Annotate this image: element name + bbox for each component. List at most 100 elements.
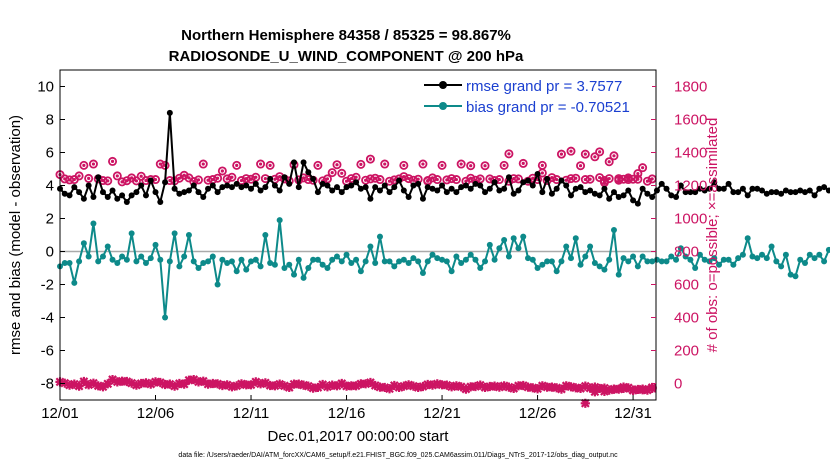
bias-point <box>243 266 250 273</box>
bias-point <box>353 256 360 263</box>
legend-marker-rmse <box>439 81 447 89</box>
bias-point <box>453 253 460 260</box>
rmse-point <box>162 179 169 186</box>
bias-point <box>123 256 130 263</box>
obs-possible-point <box>599 176 609 186</box>
rmse-point <box>510 190 517 197</box>
plot-frame <box>59 69 657 401</box>
y-left-tick-label: -6 <box>41 343 54 360</box>
bias-point <box>716 261 723 268</box>
rmse-point <box>343 184 350 191</box>
obs-assimilated-point <box>480 382 490 393</box>
rmse-point <box>262 184 269 191</box>
rmse-point <box>682 189 689 196</box>
bias-point <box>362 258 369 265</box>
rmse-point <box>701 187 708 194</box>
bias-point <box>658 258 665 265</box>
rmse-point <box>663 185 670 192</box>
rmse-point <box>233 180 240 187</box>
bias-point <box>295 256 302 263</box>
bias-point <box>443 258 450 265</box>
rmse-point <box>381 182 388 189</box>
rmse-point <box>620 192 627 199</box>
bias-point <box>114 260 121 267</box>
obs-assimilated-point <box>189 374 199 385</box>
legend-label-bias: bias grand pr = -0.70521 <box>466 99 630 116</box>
obs-possible-point <box>108 156 118 166</box>
obs-assimilated-point <box>528 383 538 393</box>
obs-assimilated-point <box>289 379 299 389</box>
obs-assimilated-point <box>208 378 218 389</box>
obs-possible-point <box>69 175 79 185</box>
bias-point <box>649 258 656 265</box>
rmse-point <box>85 182 92 189</box>
bias-point <box>195 265 202 271</box>
rmse-point <box>768 189 775 196</box>
bias-point <box>491 256 498 263</box>
obs-possible-point <box>375 175 385 185</box>
bias-point <box>596 263 603 270</box>
legend: rmse grand pr = 3.7577 bias grand pr = -… <box>420 74 652 118</box>
obs-possible-dot <box>120 180 124 184</box>
y-left-tick-label: 10 <box>37 79 54 96</box>
obs-assimilated-point <box>547 382 557 392</box>
bias-point <box>314 256 321 263</box>
rmse-point <box>630 197 637 204</box>
obs-assimilated-point <box>394 382 404 393</box>
rmse-point <box>558 177 565 184</box>
bias-point <box>462 256 469 263</box>
bias-point <box>410 255 417 262</box>
bias-point <box>162 314 169 321</box>
y-right-tick-label: 400 <box>674 310 699 327</box>
y-axis-left: -8 -6 -4 -2 0 2 4 6 8 10 <box>37 79 65 393</box>
rmse-point <box>257 187 264 194</box>
obs-possible-dot <box>230 175 234 179</box>
obs-possible-point <box>232 160 242 170</box>
obs-assimilated-point <box>155 377 165 388</box>
bias-point <box>372 260 379 267</box>
bias-point <box>405 260 412 267</box>
bias-point <box>467 251 474 258</box>
obs-possible-point <box>241 174 251 184</box>
y-left-tick-label: 0 <box>46 244 54 261</box>
bias-point <box>482 258 489 265</box>
bias-point <box>825 246 830 253</box>
obs-possible-dot <box>77 174 81 178</box>
bias-point <box>620 255 627 262</box>
bias-point <box>128 230 135 237</box>
rmse-point <box>577 184 584 191</box>
obs-possible-point <box>513 174 523 184</box>
obs-assimilated-point <box>413 382 423 393</box>
rmse-point <box>119 192 126 199</box>
obs-assimilated-point <box>384 384 395 394</box>
obs-possible-dot <box>82 163 86 167</box>
bias-point <box>802 260 808 267</box>
bias-point <box>510 235 517 242</box>
obs-possible-point <box>322 174 332 184</box>
obs-possible-point <box>614 174 624 184</box>
obs-possible-point <box>213 173 223 183</box>
rmse-point <box>152 189 159 196</box>
rmse-point <box>109 187 116 194</box>
bias-point <box>792 273 799 280</box>
bias-point <box>768 243 775 250</box>
rmse-point <box>310 175 317 182</box>
obs-possible-point <box>112 171 122 181</box>
y-axis-label-left: rmse and bias (model - observation) <box>7 115 24 355</box>
obs-possible-dot <box>626 177 630 182</box>
obs-possible-dot <box>578 164 583 168</box>
obs-possible-point <box>385 176 395 186</box>
obs-possible-dot <box>598 175 602 180</box>
rmse-point <box>496 187 503 194</box>
obs-assimilated-point <box>260 378 270 388</box>
bias-point <box>104 243 111 250</box>
rmse-point <box>443 189 450 196</box>
bias-point <box>319 261 326 268</box>
obs-assimilated-point <box>122 376 132 387</box>
rmse-point <box>520 179 527 186</box>
rmse-point <box>467 185 474 192</box>
obs-assimilated-point <box>241 380 251 390</box>
obs-possible-dot <box>254 175 258 179</box>
obs-possible-point <box>361 175 371 185</box>
obs-possible-point <box>518 158 528 168</box>
